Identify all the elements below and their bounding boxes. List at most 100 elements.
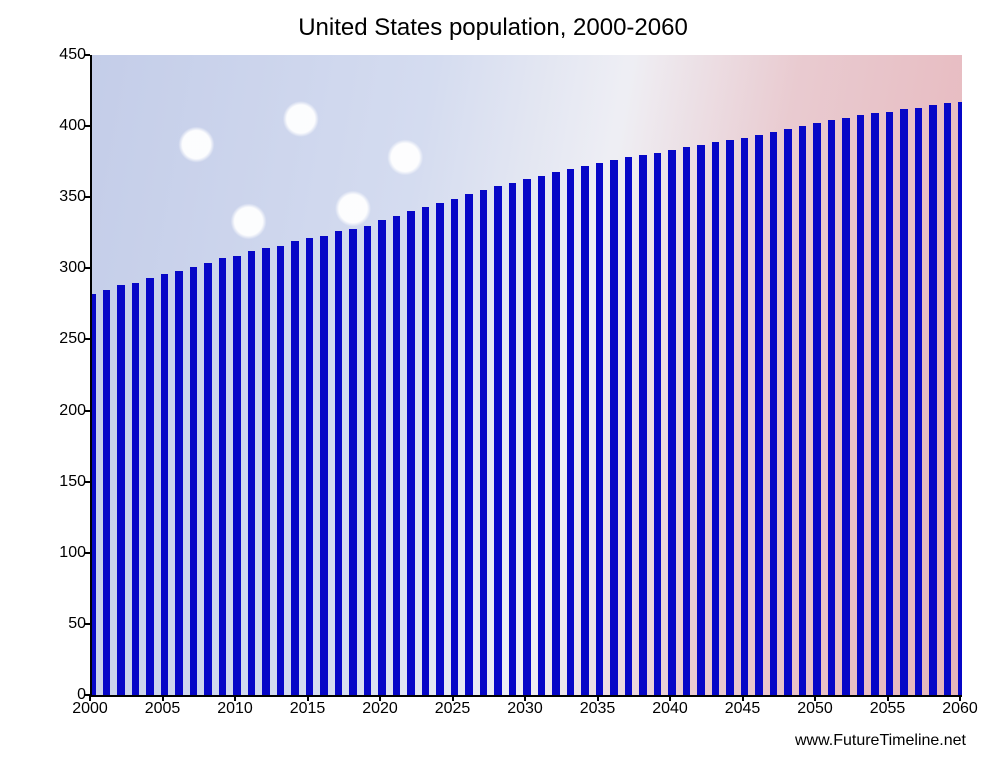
x-tick-label: 2020 [362,700,398,718]
bar [277,246,284,695]
bar [625,157,632,695]
chart-container: United States population, 2000-2060 Popu… [0,0,986,762]
y-tick-mark [84,54,90,56]
bar [900,109,907,695]
x-tick-label: 2045 [725,700,761,718]
y-tick-mark [84,481,90,483]
bar [509,183,516,695]
plot-area [90,55,962,697]
y-tick-label: 50 [46,615,86,633]
x-tick-label: 2030 [507,700,543,718]
bar [567,169,574,695]
bar [596,163,603,695]
x-tick-mark [379,695,381,701]
bar [929,105,936,695]
bar [204,263,211,695]
bar [755,135,762,695]
x-tick-label: 2050 [797,700,833,718]
bar [248,251,255,695]
source-credit: www.FutureTimeline.net [795,732,966,750]
bar [857,115,864,695]
x-tick-mark [597,695,599,701]
y-tick-label: 450 [46,46,86,64]
y-tick-label: 250 [46,330,86,348]
bar [103,290,110,695]
x-tick-mark [814,695,816,701]
bar [364,226,371,695]
bar [668,150,675,695]
chart-title: United States population, 2000-2060 [0,14,986,42]
bar [610,160,617,695]
x-tick-label: 2055 [870,700,906,718]
bar [799,126,806,695]
x-tick-mark [742,695,744,701]
bar [886,112,893,695]
bar [552,172,559,695]
y-tick-mark [84,125,90,127]
x-tick-mark [234,695,236,701]
x-tick-label: 2015 [290,700,326,718]
y-tick-mark [84,552,90,554]
bar [480,190,487,695]
bar [378,220,385,695]
bar [393,216,400,695]
x-tick-label: 2040 [652,700,688,718]
bar [291,241,298,695]
x-tick-label: 2005 [145,700,181,718]
bar [90,294,96,695]
bar [944,103,951,695]
x-tick-mark [669,695,671,701]
bar [494,186,501,695]
x-tick-mark [89,695,91,701]
bar [770,132,777,695]
bar [726,140,733,695]
x-tick-label: 2010 [217,700,253,718]
x-tick-mark [887,695,889,701]
bar [697,145,704,695]
bar [407,211,414,695]
bar [451,199,458,695]
x-tick-mark [959,695,961,701]
bar [958,102,962,695]
bar [915,108,922,695]
bar [219,258,226,695]
bar [132,283,139,695]
x-tick-mark [524,695,526,701]
bar [465,194,472,695]
bar [523,179,530,695]
y-tick-label: 400 [46,117,86,135]
bar [654,153,661,695]
bar [581,166,588,695]
bar [741,138,748,696]
y-tick-mark [84,196,90,198]
bar [871,113,878,695]
bar [233,256,240,695]
x-tick-label: 2060 [942,700,978,718]
y-tick-label: 200 [46,402,86,420]
bar [161,274,168,695]
bar [349,229,356,695]
x-tick-mark [162,695,164,701]
y-tick-mark [84,410,90,412]
bar [320,236,327,695]
bar-series [92,55,962,695]
bar [813,123,820,695]
bar [712,142,719,695]
bar [262,248,269,695]
bar [538,176,545,695]
bar [784,129,791,695]
y-tick-label: 150 [46,473,86,491]
bar [190,267,197,695]
x-tick-label: 2025 [435,700,471,718]
bar [117,285,124,695]
bar [683,147,690,695]
y-tick-label: 350 [46,188,86,206]
y-tick-label: 300 [46,259,86,277]
bar [842,118,849,695]
bar [146,278,153,695]
bar [306,238,313,695]
bar [335,231,342,695]
y-tick-mark [84,338,90,340]
y-tick-label: 100 [46,544,86,562]
x-tick-label: 2035 [580,700,616,718]
